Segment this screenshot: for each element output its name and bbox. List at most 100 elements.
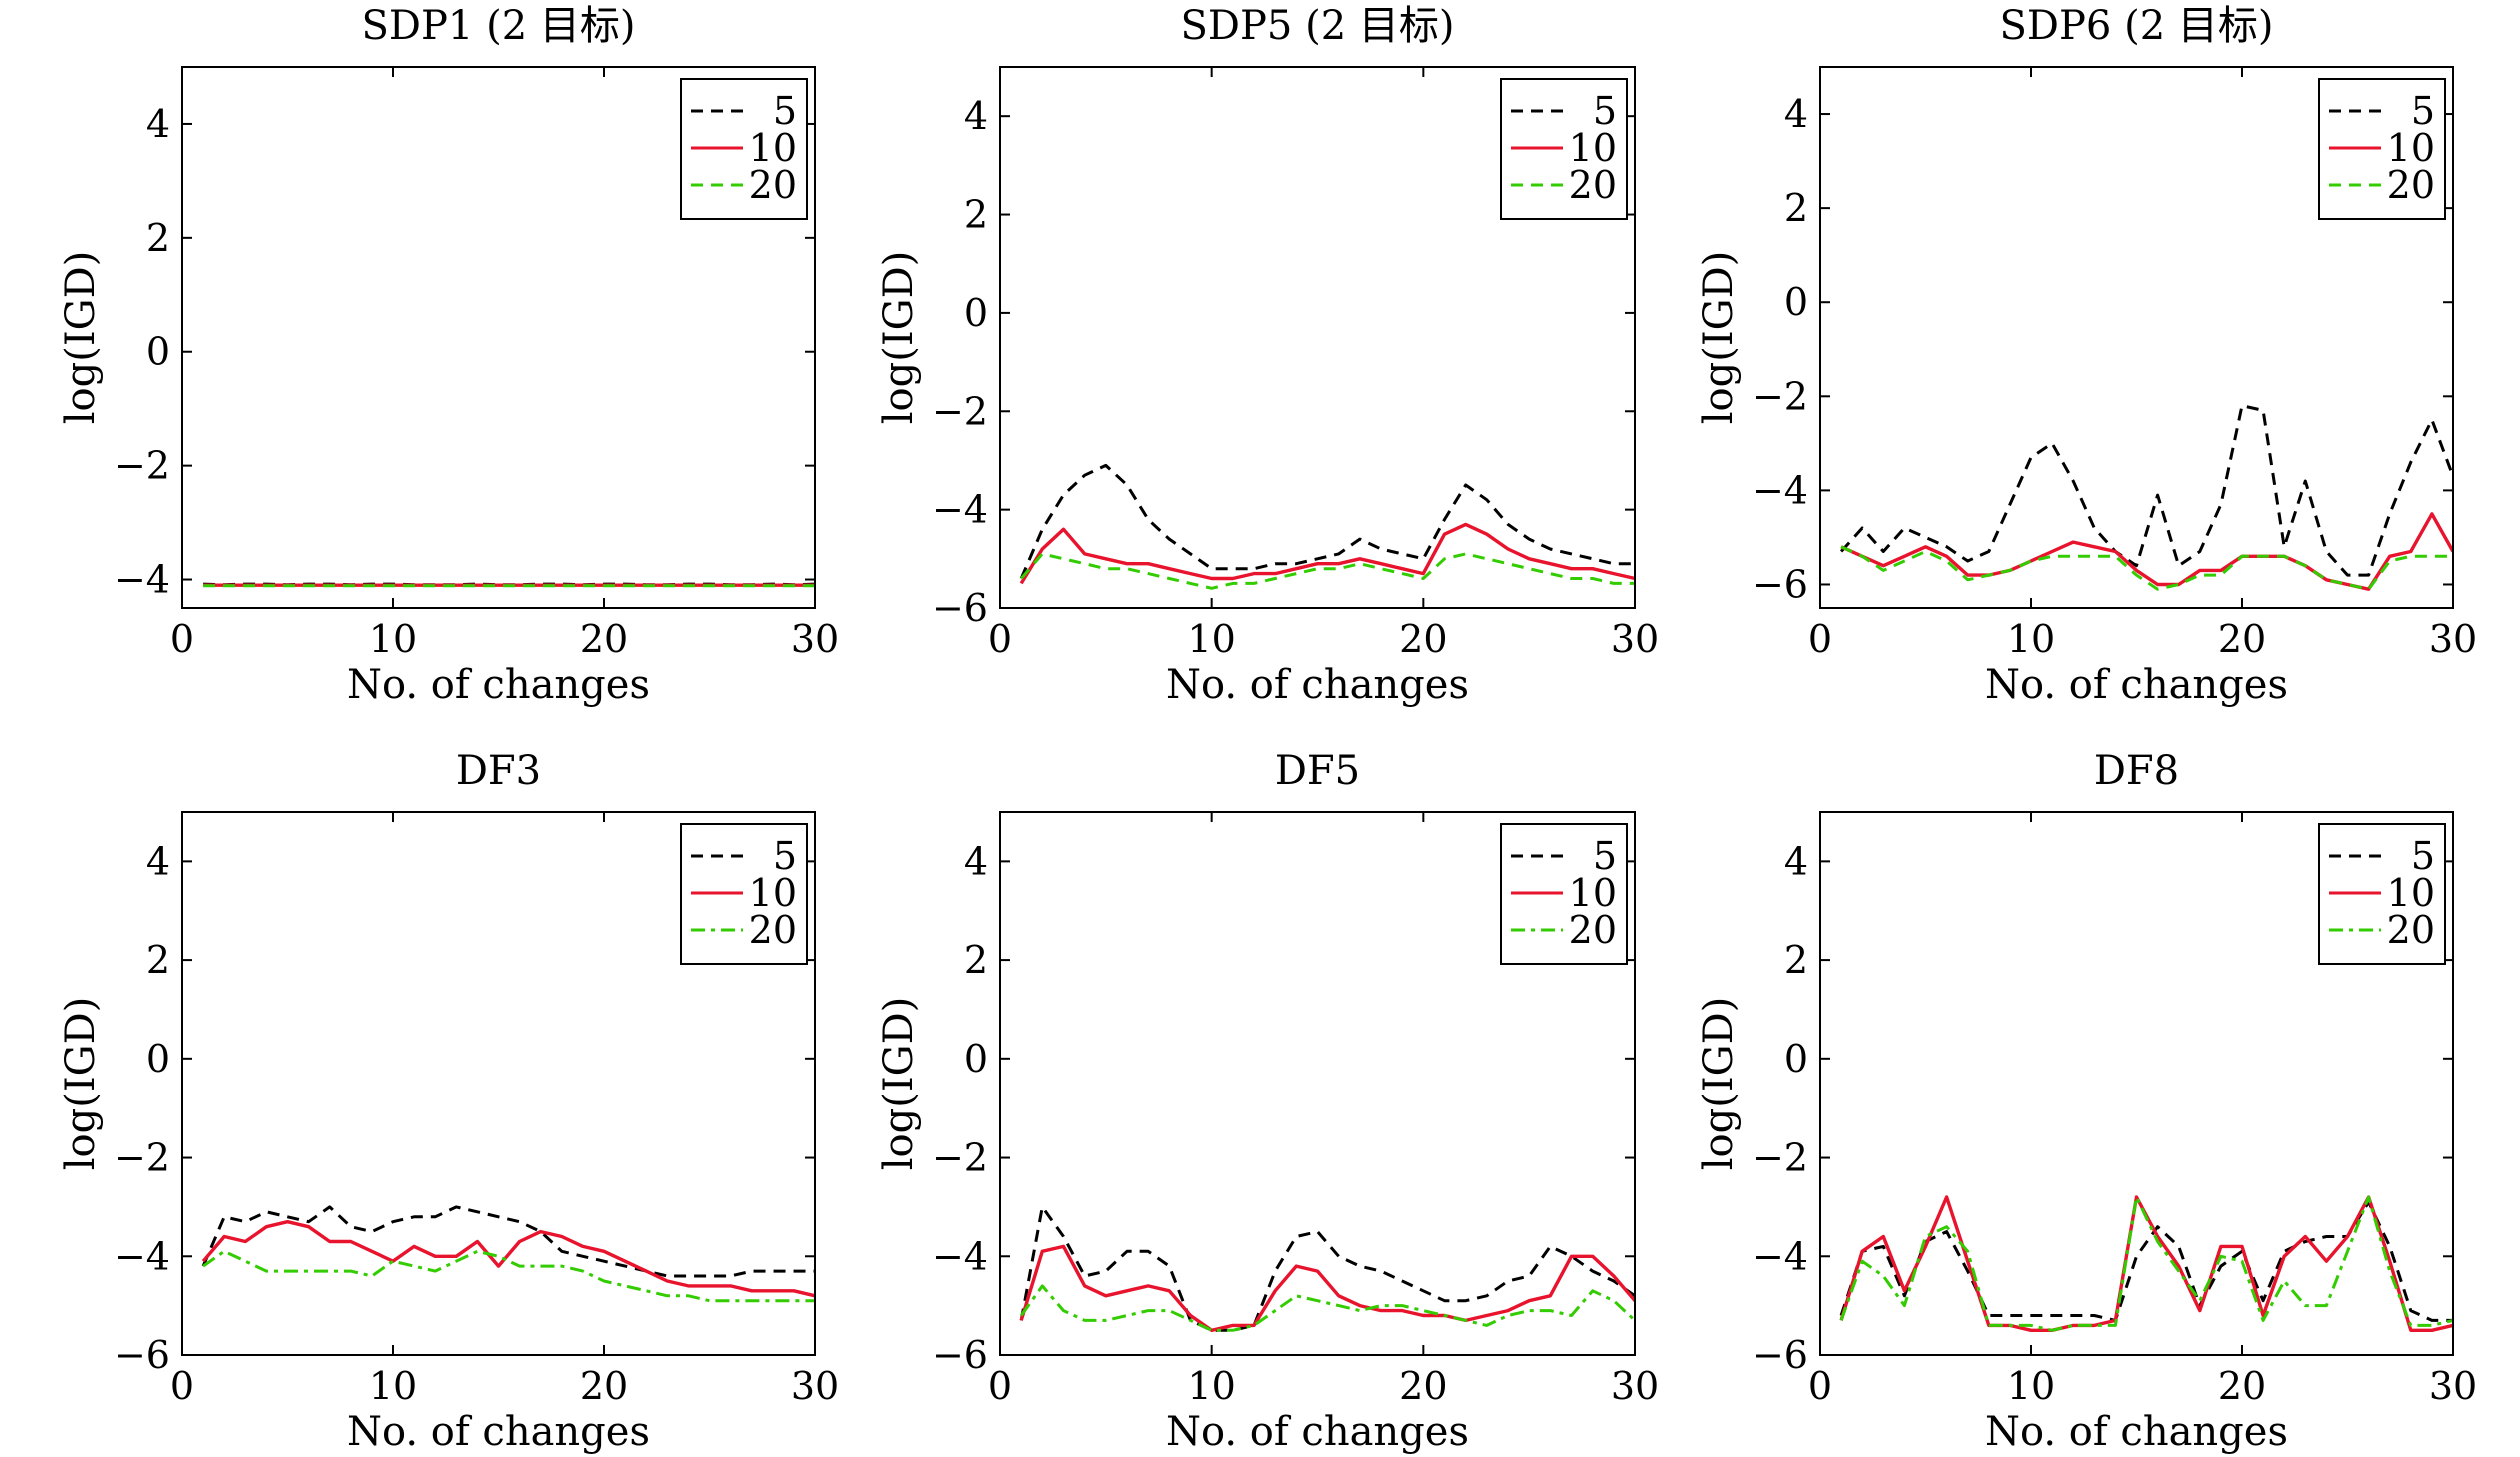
x-tick-label: 0 — [170, 617, 194, 661]
series-line-5 — [1019, 463, 1635, 580]
y-tick-label: 2 — [964, 193, 988, 237]
y-tick-label: −2 — [114, 1136, 170, 1180]
legend-entry-5: 5 — [1593, 834, 1617, 878]
x-tick-label: 0 — [1808, 617, 1832, 661]
x-tick-label: 20 — [2218, 1364, 2266, 1408]
x-tick-label: 0 — [1808, 1364, 1832, 1408]
legend-entry-10: 10 — [749, 126, 797, 170]
y-tick-label: −4 — [1752, 468, 1808, 512]
x-tick-label: 10 — [2007, 617, 2055, 661]
y-tick-label: −4 — [114, 558, 170, 602]
plot-frame — [999, 811, 1636, 1356]
y-tick-label: 2 — [964, 938, 988, 982]
chart-title: SDP1 (2 目标) — [362, 3, 636, 49]
series-line-5 — [201, 1205, 815, 1278]
x-axis-label: No. of changes — [1166, 1409, 1469, 1455]
series-line-5 — [1839, 404, 2453, 577]
y-tick-label: 0 — [146, 1037, 170, 1081]
y-axis-label: log(IGD) — [876, 997, 922, 1171]
series-line-20 — [1019, 1284, 1635, 1332]
x-axis-label: No. of changes — [347, 1409, 650, 1455]
y-tick-label: 4 — [1784, 839, 1808, 883]
y-tick-label: 2 — [146, 938, 170, 982]
y-tick-label: −6 — [932, 1333, 988, 1377]
x-axis-label: No. of changes — [1166, 662, 1469, 708]
x-tick-label: 20 — [1399, 1364, 1447, 1408]
y-tick-label: 0 — [964, 1037, 988, 1081]
chart-title: DF8 — [2094, 748, 2179, 794]
y-tick-label: 0 — [1784, 1037, 1808, 1081]
series-line-20 — [1840, 545, 2453, 591]
series-line-5 — [1019, 1205, 1635, 1332]
legend-entry-20: 20 — [1569, 163, 1617, 207]
x-axis-label: No. of changes — [1985, 1409, 2288, 1455]
plot-frame — [181, 811, 816, 1356]
series-line-20 — [1839, 1195, 2453, 1332]
y-axis-label: log(IGD) — [1696, 251, 1742, 425]
x-axis-label: No. of changes — [347, 662, 650, 708]
x-tick-label: 10 — [369, 617, 417, 661]
y-tick-label: −4 — [114, 1234, 170, 1278]
y-tick-label: 0 — [1784, 280, 1808, 324]
y-tick-label: −2 — [1752, 374, 1808, 418]
series-line-10 — [1019, 1244, 1635, 1333]
plot-frame — [999, 66, 1636, 609]
x-tick-label: 10 — [1187, 617, 1235, 661]
y-tick-label: −6 — [114, 1333, 170, 1377]
x-axis-label: No. of changes — [1985, 662, 2288, 708]
x-tick-label: 30 — [2429, 1364, 2477, 1408]
chart-title: DF5 — [1275, 748, 1360, 794]
y-tick-label: 4 — [1784, 92, 1808, 136]
series-line-20 — [1020, 552, 1635, 590]
x-tick-label: 10 — [1187, 1364, 1235, 1408]
y-tick-label: −6 — [1752, 562, 1808, 606]
y-tick-label: −4 — [932, 488, 988, 532]
legend-entry-10: 10 — [1569, 871, 1617, 915]
y-axis-label: log(IGD) — [1696, 997, 1742, 1171]
y-tick-label: −2 — [1752, 1136, 1808, 1180]
x-tick-label: 0 — [170, 1364, 194, 1408]
y-axis-label: log(IGD) — [876, 251, 922, 425]
series-line-10 — [201, 1219, 815, 1298]
legend-entry-5: 5 — [773, 834, 797, 878]
x-tick-label: 30 — [791, 617, 839, 661]
x-tick-label: 0 — [988, 1364, 1012, 1408]
y-tick-label: −4 — [932, 1234, 988, 1278]
y-tick-label: 4 — [146, 102, 170, 146]
x-tick-label: 30 — [1611, 617, 1659, 661]
y-tick-label: −2 — [932, 389, 988, 433]
y-tick-label: 2 — [1784, 186, 1808, 230]
y-axis-label: log(IGD) — [58, 251, 104, 425]
y-tick-label: 4 — [964, 839, 988, 883]
series-line-10 — [1019, 522, 1635, 585]
legend-entry-20: 20 — [749, 163, 797, 207]
legend-entry-5: 5 — [2411, 834, 2435, 878]
y-tick-label: −6 — [932, 586, 988, 630]
y-tick-label: 4 — [964, 94, 988, 138]
legend-entry-10: 10 — [749, 871, 797, 915]
legend-entry-10: 10 — [2387, 871, 2435, 915]
x-tick-label: 10 — [2007, 1364, 2055, 1408]
legend-entry-10: 10 — [2387, 126, 2435, 170]
y-tick-label: 2 — [1784, 938, 1808, 982]
legend-entry-20: 20 — [2387, 163, 2435, 207]
legend-entry-10: 10 — [1569, 126, 1617, 170]
series-line-20 — [202, 1249, 815, 1303]
y-tick-label: 0 — [146, 330, 170, 374]
x-tick-label: 30 — [2429, 617, 2477, 661]
chart-title: SDP5 (2 目标) — [1181, 3, 1455, 49]
x-tick-label: 20 — [580, 617, 628, 661]
x-tick-label: 20 — [2218, 617, 2266, 661]
